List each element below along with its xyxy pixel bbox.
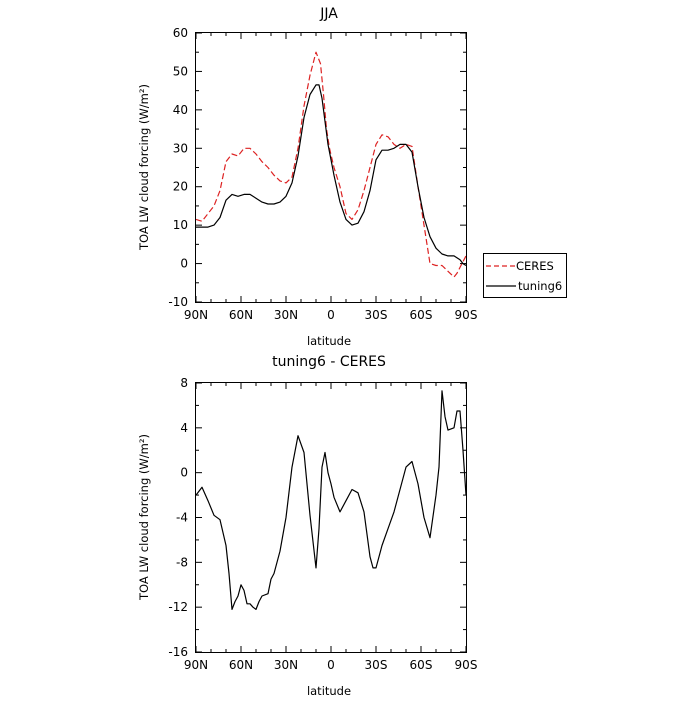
panel-difference: tuning6 - CERES 90N 60N 30N 0 30S 60S 90S -16 -1… — [137, 354, 477, 698]
legend-label-ceres: CERES — [516, 259, 554, 273]
x-tick-label: 60N — [229, 658, 253, 672]
legend: CERES tuning6 — [483, 253, 567, 298]
x-tick-label: 60N — [229, 308, 253, 322]
y-tick-label: -10 — [168, 295, 188, 309]
y-tick-label: 50 — [173, 64, 188, 78]
axis-ticks: 90N 60N 30N 0 30S 60S 90S -16 -12 -8 -4 0 4 8 — [168, 376, 477, 672]
y-axis-label: TOA LW cloud forcing (W/m²) — [137, 84, 151, 251]
series-layer — [195, 390, 467, 611]
y-tick-label: -16 — [168, 645, 188, 659]
y-tick-label: -8 — [176, 555, 188, 569]
x-tick-label: 90N — [184, 308, 208, 322]
y-tick-label: 40 — [173, 103, 188, 117]
x-tick-label: 60S — [410, 308, 433, 322]
axis-ticks: 90N 60N 30N 0 30S 60S 90S -10 0 10 20 30 40 50 60 — [168, 26, 477, 322]
legend-box — [483, 253, 567, 298]
y-tick-label: -4 — [176, 511, 188, 525]
chart-title: tuning6 - CERES — [272, 354, 386, 370]
x-tick-label: 0 — [327, 308, 335, 322]
x-tick-label: 30S — [365, 308, 388, 322]
x-tick-label: 90S — [455, 658, 478, 672]
x-tick-label: 30S — [365, 658, 388, 672]
series-layer — [195, 51, 467, 278]
y-tick-label: 60 — [173, 26, 188, 40]
series-line-difference — [195, 390, 467, 611]
y-tick-label: 0 — [180, 466, 188, 480]
panel-jja: JJA 90N 60N 30N 0 30S 60S 90S-100102030405060 … — [137, 6, 567, 348]
series-line-ceres — [195, 51, 467, 278]
y-axis-label-text: TOA LW cloud forcing (W/m²) — [137, 84, 151, 251]
x-tick-label: 60S — [410, 658, 433, 672]
y-tick-label: 20 — [173, 180, 188, 194]
y-axis-label-text: TOA LW cloud forcing (W/m²) — [137, 434, 151, 601]
x-tick-label: 90N — [184, 658, 208, 672]
y-axis-label: TOA LW cloud forcing (W/m²) — [137, 434, 151, 601]
y-tick-label: 8 — [180, 376, 188, 390]
x-tick-label: 30N — [274, 658, 298, 672]
series-line-tuning6 — [196, 84, 467, 267]
x-axis-label: latitude — [307, 334, 351, 348]
plot-frame — [195, 382, 467, 653]
legend-label-tuning6: tuning6 — [518, 279, 562, 293]
y-tick-label: 10 — [173, 218, 188, 232]
y-tick-label: -12 — [168, 600, 188, 614]
x-tick-label: 30N — [274, 308, 298, 322]
y-tick-label: 0 — [180, 257, 188, 271]
x-tick-label: 0 — [327, 658, 335, 672]
x-axis-label: latitude — [307, 684, 351, 698]
y-tick-label: 4 — [180, 421, 188, 435]
plot-frame — [195, 32, 467, 303]
chart-title: JJA — [319, 6, 338, 22]
y-tick-label: 30 — [173, 141, 188, 155]
x-tick-label: 90S — [455, 308, 478, 322]
